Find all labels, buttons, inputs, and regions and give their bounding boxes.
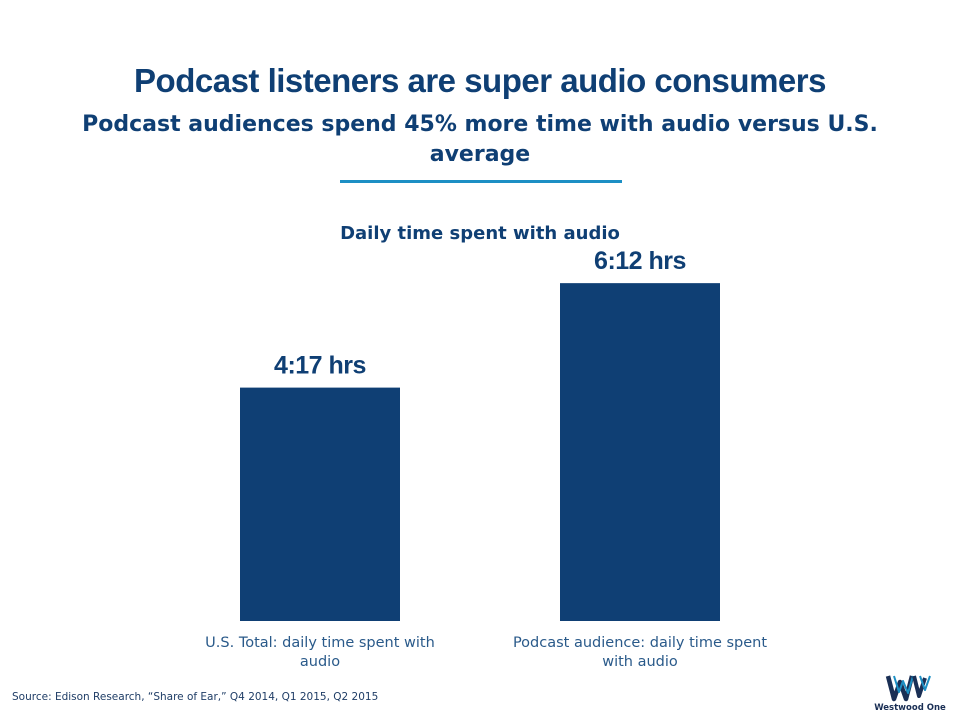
bar-us-total <box>240 387 400 621</box>
data-label-us-total: 4:17 hrs <box>274 352 366 380</box>
data-label-podcast-audience: 6:12 hrs <box>594 247 686 275</box>
category-label-us-total: U.S. Total: daily time spent with audio <box>205 635 435 670</box>
title-divider <box>340 180 622 183</box>
chart-title: Daily time spent with audio <box>340 223 620 244</box>
page-subtitle: Podcast audiences spend 45% more time wi… <box>82 112 878 167</box>
page-title: Podcast listeners are super audio consum… <box>134 62 826 99</box>
category-label-podcast-audience: Podcast audience: daily time spent with … <box>512 635 768 670</box>
logo-text: Westwood One <box>874 703 946 713</box>
logo-mark-icon <box>885 675 931 702</box>
bar-podcast-audience <box>560 283 720 621</box>
source-note: Source: Edison Research, “Share of Ear,”… <box>12 691 379 703</box>
westwood-one-logo: Westwood One <box>870 672 950 716</box>
